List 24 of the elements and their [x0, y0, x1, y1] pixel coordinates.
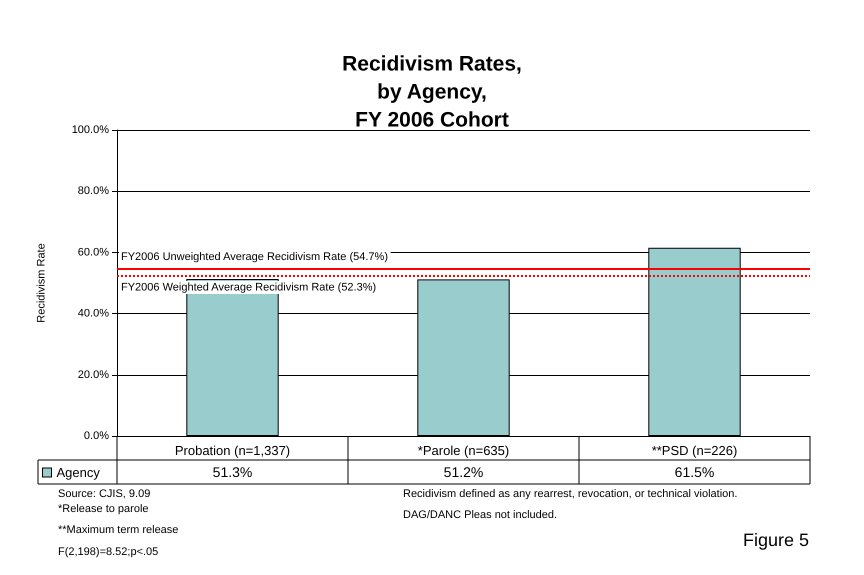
text: Recidivism defined as any rearrest, revocation, or technical violation.	[403, 488, 738, 500]
y-tick-label: 0.0%	[84, 430, 110, 442]
text: F(2,198)=8.52;p<.05	[58, 546, 158, 558]
y-axis-title: Recidivism Rate	[36, 243, 48, 323]
chart-title: Recidivism Rates, by Agency, FY 2006 Cohort	[342, 52, 522, 132]
ref-line-label: FY2006 Unweighted Average Recidivism Rate (54.7%)	[121, 251, 388, 264]
data-label: 51.2%	[444, 464, 484, 480]
y-tick-label: 40.0%	[78, 308, 110, 320]
legend-label: Agency	[56, 465, 100, 480]
x-tick-label: *Parole (n=635)	[418, 443, 510, 458]
data-label: 51.3%	[212, 464, 252, 480]
caption: Figure 5	[743, 530, 810, 550]
data-label: 61.5%	[674, 464, 714, 480]
text: **Maximum term release	[58, 524, 178, 536]
y-tick-label: 80.0%	[78, 185, 110, 198]
x-tick-label: Probation (n=1,337)	[174, 443, 290, 458]
ref-line-label: FY2006 Weighted Average Recidivism Rate (52.3%)	[121, 281, 376, 294]
text: *Release to parole	[58, 503, 149, 515]
y-tick-label: 20.0%	[78, 368, 110, 381]
x-tick-label: **PSD (n=226)	[652, 443, 738, 458]
y-tick-label: 100.0%	[72, 124, 110, 136]
source-note: Source: CJIS, 9.09	[58, 488, 150, 500]
text: DAG/DANC Pleas not included.	[403, 509, 558, 521]
y-tick-label: 60.0%	[78, 246, 110, 258]
